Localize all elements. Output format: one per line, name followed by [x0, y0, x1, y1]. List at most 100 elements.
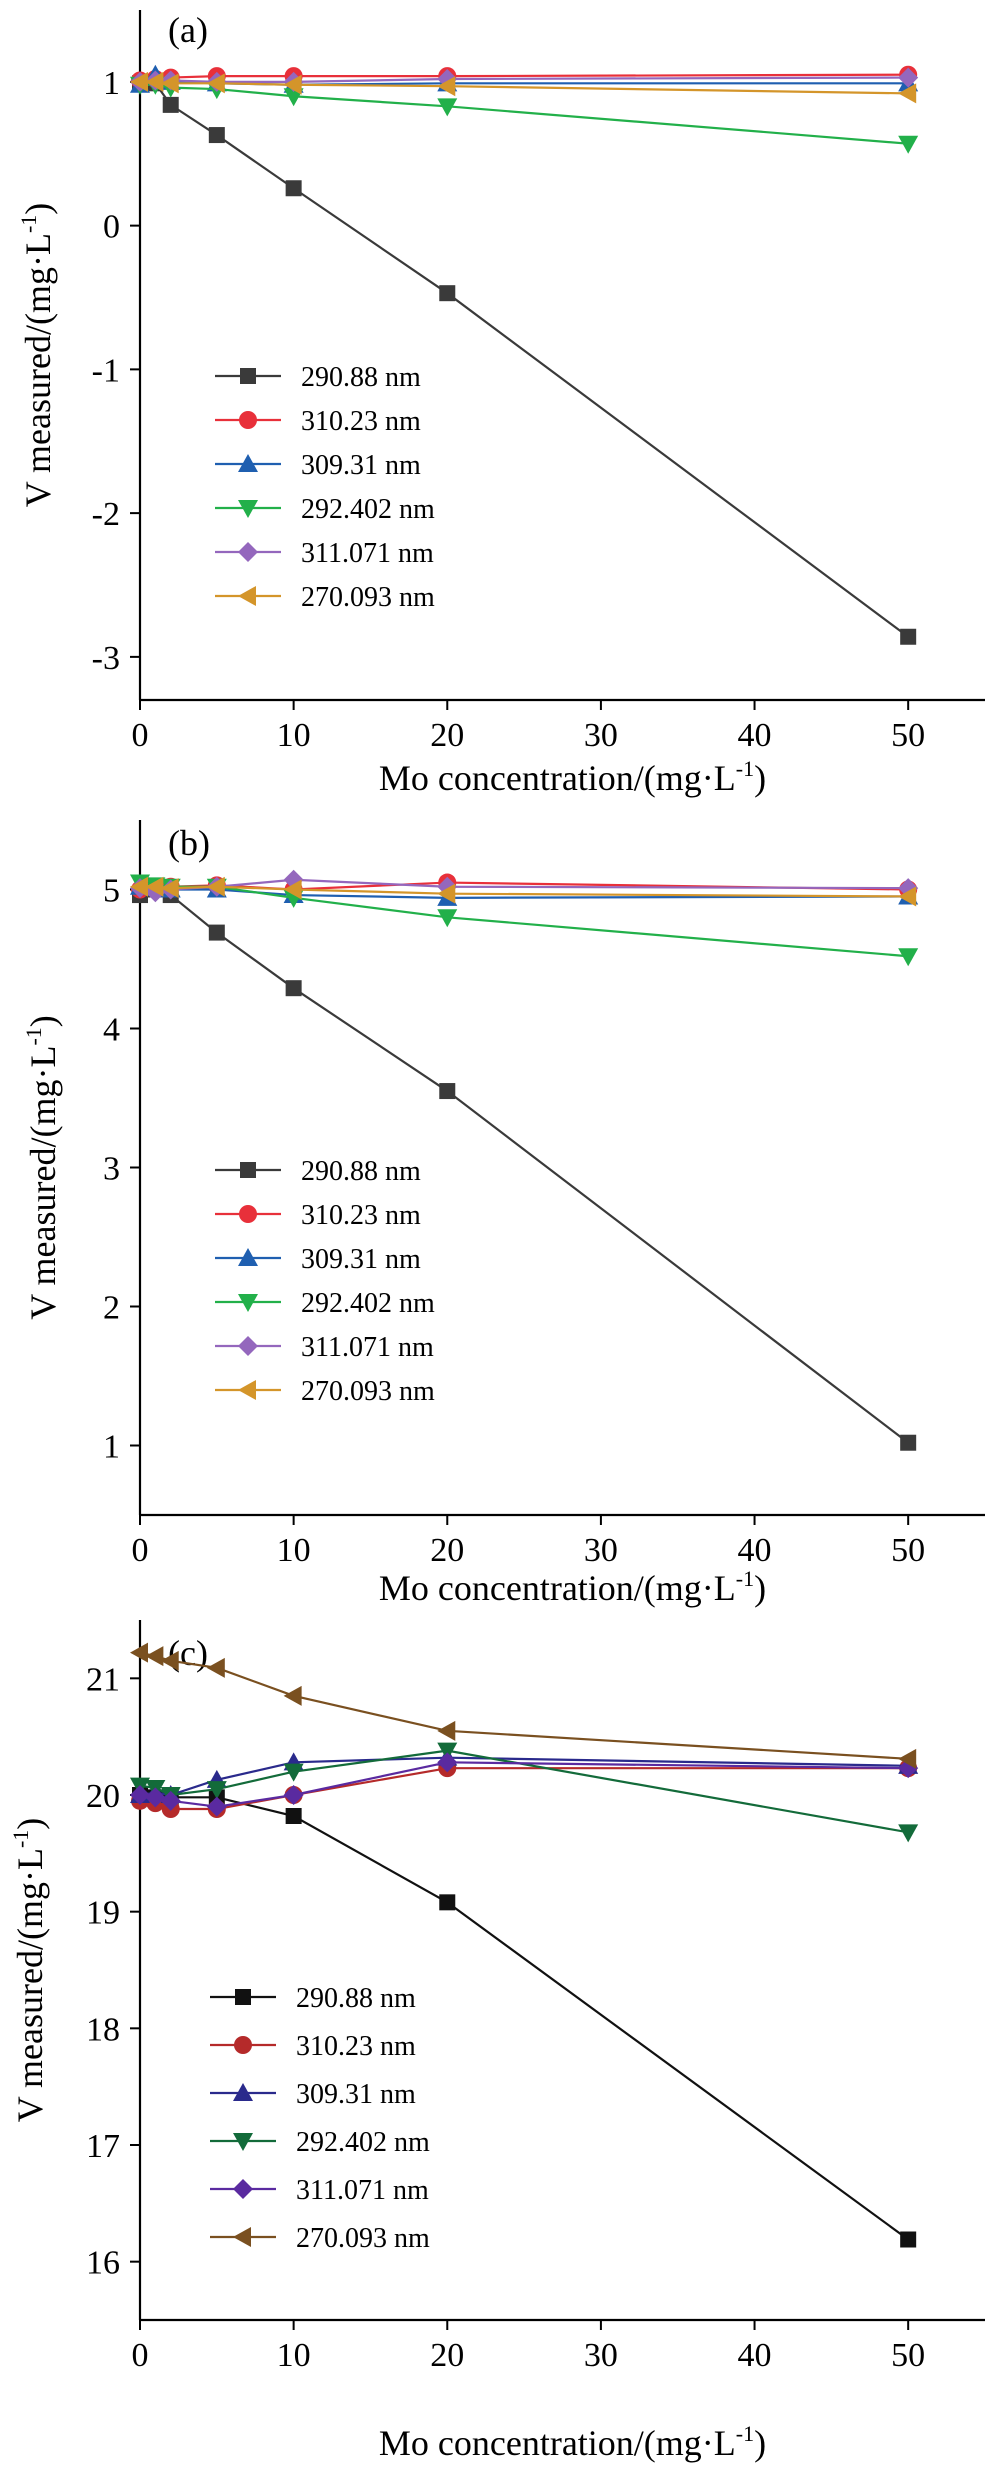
data-point	[206, 1796, 227, 1817]
legend-label: 290.88 nm	[301, 362, 421, 393]
series-line	[139, 1651, 909, 1760]
legend-marker	[233, 2227, 251, 2247]
x-tick-label: 40	[738, 717, 772, 754]
legend-label: 311.071 nm	[301, 538, 434, 569]
y-tick-label: 1	[103, 65, 120, 102]
y-tick-label: 4	[103, 1012, 120, 1049]
x-tick-label: 20	[430, 1532, 464, 1569]
y-tick-label: -1	[92, 352, 120, 389]
data-point	[898, 67, 919, 88]
legend-marker	[238, 586, 256, 606]
data-point	[160, 1790, 181, 1811]
series-line	[139, 76, 909, 83]
legend-label: 310.23 nm	[296, 2031, 416, 2062]
data-point	[285, 980, 302, 997]
data-point	[283, 879, 302, 900]
data-point	[130, 1642, 148, 1663]
legend-marker	[238, 500, 258, 518]
legend-marker	[238, 1336, 258, 1356]
data-point	[130, 71, 148, 92]
legend-label: 311.071 nm	[296, 2175, 429, 2206]
legend-marker	[240, 368, 256, 384]
data-point	[130, 876, 148, 897]
x-tick-label: 50	[891, 717, 925, 754]
legend-marker	[238, 1294, 258, 1312]
data-point	[283, 1763, 304, 1782]
data-point	[145, 876, 164, 897]
legend-marker	[235, 1989, 251, 2005]
series-6	[130, 71, 917, 104]
data-point	[208, 127, 225, 144]
data-point	[206, 1781, 227, 1800]
data-point	[900, 1434, 917, 1451]
legend-label: 270.093 nm	[301, 1376, 435, 1407]
series-line	[139, 1793, 909, 2241]
data-point	[162, 96, 179, 113]
data-point	[437, 98, 458, 117]
y-tick-label: 17	[86, 2128, 120, 2165]
legend: 290.88 nm 310.23 nm 309.31 nm 292.402 nm 311…	[215, 362, 435, 613]
legend-label: 311.071 nm	[301, 1332, 434, 1363]
y-tick-label: 18	[86, 2011, 120, 2048]
data-point	[285, 1808, 302, 1824]
data-point	[439, 1083, 456, 1100]
y-axis-title: V measured/(mg·L-1)	[8, 1818, 50, 2123]
x-axis-title: Mo concentration/(mg·L-1)	[379, 2421, 766, 2463]
legend-marker	[238, 1248, 258, 1266]
legend-marker	[238, 1380, 256, 1400]
series-3	[130, 1747, 919, 1803]
data-point	[285, 180, 302, 197]
data-point	[439, 1894, 456, 1911]
data-point	[145, 71, 164, 92]
legend-label: 290.88 nm	[301, 1156, 421, 1187]
data-point	[898, 948, 919, 967]
panel-label: (b)	[168, 823, 210, 863]
data-point	[898, 83, 917, 104]
x-tick-label: 50	[891, 1532, 925, 1569]
data-point	[437, 1752, 458, 1773]
legend-label: 309.31 nm	[301, 1244, 421, 1275]
legend-marker	[239, 411, 257, 429]
panel-label: (a)	[168, 10, 208, 50]
data-point	[439, 285, 456, 302]
series-1	[132, 1787, 917, 2248]
x-tick-label: 0	[132, 1532, 149, 1569]
legend-label: 292.402 nm	[296, 2127, 430, 2158]
data-point	[898, 1748, 917, 1769]
data-point	[283, 74, 302, 95]
legend-label: 270.093 nm	[296, 2223, 430, 2254]
data-point	[898, 135, 919, 154]
legend-marker	[238, 454, 258, 472]
y-tick-label: 0	[103, 209, 120, 246]
data-point	[898, 1824, 919, 1843]
data-point	[437, 883, 456, 904]
series-6	[130, 1642, 917, 1769]
y-axis-title: V measured/(mg·L-1)	[21, 1015, 63, 1320]
data-point	[208, 924, 225, 941]
x-tick-label: 20	[430, 717, 464, 754]
legend-marker	[240, 1162, 256, 1178]
y-tick-label: 21	[86, 1661, 120, 1698]
series-line	[139, 878, 909, 894]
legend-marker	[238, 542, 258, 562]
data-point	[900, 2231, 917, 2248]
chart-panel-2: 0 10 20 30 40 50 1 2 3 4 5 (b) Mo concentration/(mg·…	[21, 820, 985, 1608]
data-point	[900, 628, 917, 645]
y-tick-label: 20	[86, 1778, 120, 1815]
data-point	[437, 909, 458, 928]
legend: 290.88 nm 310.23 nm 309.31 nm 292.402 nm 311…	[210, 1983, 430, 2254]
y-tick-label: 19	[86, 1895, 120, 1932]
x-tick-label: 30	[584, 2337, 618, 2374]
data-point	[898, 886, 917, 907]
x-axis-title: Mo concentration/(mg·L-1)	[379, 756, 766, 798]
legend-label: 309.31 nm	[301, 450, 421, 481]
data-point	[437, 1742, 458, 1761]
legend-marker	[233, 2179, 253, 2199]
data-point	[130, 1785, 150, 1805]
legend-marker	[233, 2133, 253, 2151]
x-tick-label: 10	[277, 717, 311, 754]
y-axis-title: V measured/(mg·L-1)	[16, 203, 58, 508]
legend-label: 292.402 nm	[301, 1288, 435, 1319]
